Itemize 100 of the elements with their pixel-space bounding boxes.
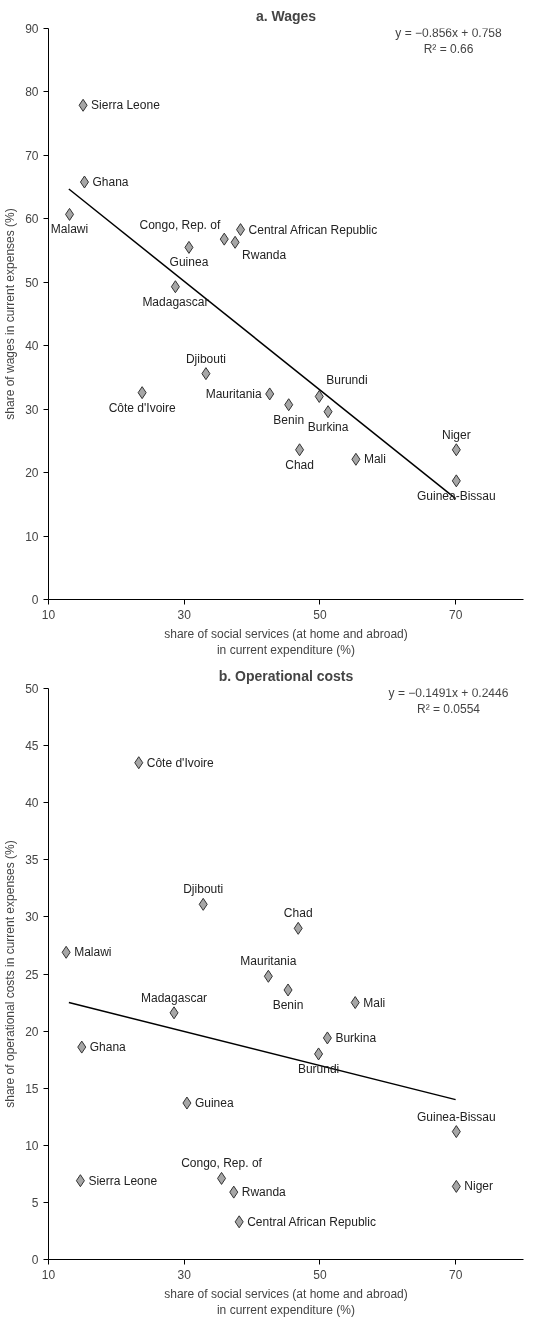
y-tick-label: 60 [25, 212, 39, 227]
annotation: R² = 0.0554 [416, 701, 481, 716]
y-tick-label: 30 [25, 402, 39, 417]
point [137, 386, 147, 400]
y-tick-label: 20 [25, 466, 39, 481]
point [283, 983, 293, 997]
y-tick-label: 40 [25, 339, 39, 354]
x-tick-label: 70 [448, 1267, 463, 1282]
annotation: Niger [464, 1179, 494, 1194]
annotation: Mauritania [240, 954, 297, 969]
annotation: Niger [441, 427, 471, 442]
x-axis-title: share of social services (at home and abroad) in current expenditure (%) [164, 1286, 408, 1318]
point [217, 1171, 227, 1185]
annotation: Guinea-Bissau [416, 488, 496, 503]
point [134, 756, 144, 770]
annotation: Côte d'Ivoire [108, 400, 176, 415]
annotation: R² = 0.66 [423, 41, 474, 56]
y-tick-label: 50 [25, 682, 39, 696]
annotation: Rwanda [241, 1185, 287, 1200]
x-tick-label: 70 [448, 607, 463, 622]
y-tick-label: 20 [25, 1024, 39, 1039]
point [79, 175, 89, 189]
point [451, 474, 461, 488]
y-tick-label: 45 [25, 739, 39, 754]
annotation: Central African Republic [248, 222, 378, 237]
annotation: Malawi [74, 945, 112, 960]
point [322, 1031, 332, 1045]
point [234, 1215, 244, 1229]
annotation: Sierra Leone [91, 98, 161, 113]
point [265, 387, 275, 401]
point [198, 897, 208, 911]
y-tick-label: 25 [25, 967, 39, 982]
annotation: Mauritania [205, 386, 263, 401]
point [263, 969, 273, 983]
annotation: Djibouti [185, 351, 226, 366]
y-tick-label: 40 [25, 796, 39, 811]
annotation: Chad [283, 906, 313, 921]
y-tick-label: 0 [31, 1253, 39, 1267]
point [451, 1179, 461, 1193]
annotation: Congo, Rep. of [139, 218, 221, 233]
y-tick-label: 10 [25, 529, 39, 544]
y-tick-label: 5 [31, 1195, 39, 1210]
annotation: Madagascar [142, 294, 209, 309]
point [75, 1174, 85, 1188]
point [451, 443, 461, 457]
annotation: Burkina [307, 419, 349, 434]
y-tick-label: 15 [25, 1081, 39, 1096]
annotation: Mali [363, 995, 386, 1010]
point [169, 1006, 179, 1020]
y-tick-label: 35 [25, 853, 39, 868]
x-tick-label: 50 [313, 607, 327, 622]
point [65, 207, 75, 221]
y-tick-label: 70 [25, 148, 39, 163]
point [184, 240, 194, 254]
y-axis-title: share of wages in current expenses (%) [3, 208, 18, 420]
y-axis-title: share of operational costs in current expenses (%) [3, 840, 18, 1108]
x-tick-label: 30 [177, 1267, 192, 1282]
annotation: Djibouti [183, 882, 224, 897]
point [236, 223, 246, 237]
annotation: Guinea [194, 1096, 234, 1111]
y-tick-label: 10 [25, 1138, 39, 1153]
annotation: Madagascar [141, 990, 208, 1005]
chart-title: b. Operational costs [218, 667, 354, 684]
annotation: Burundi [297, 1061, 340, 1076]
annotation: Sierra Leone [88, 1173, 158, 1188]
annotation: y = −0.1491x + 0.2446 [388, 685, 509, 700]
annotation: Burundi [326, 373, 368, 388]
x-tick-label: 50 [313, 1267, 327, 1282]
annotation: Guinea-Bissau [416, 1109, 496, 1124]
point [314, 1047, 324, 1061]
annotation: Benin [273, 412, 305, 427]
annotation: Central African Republic [247, 1214, 376, 1229]
point [182, 1096, 192, 1110]
annotation: Congo, Rep. of [181, 1156, 263, 1171]
point [284, 398, 294, 412]
annotation: Mali [363, 452, 386, 467]
point [78, 98, 88, 112]
y-tick-label: 0 [31, 593, 39, 607]
point [350, 996, 360, 1010]
point [219, 232, 229, 246]
point [229, 1185, 239, 1199]
annotation: Ghana [89, 1040, 127, 1055]
annotation: Ghana [92, 175, 129, 190]
point [170, 280, 180, 294]
point [61, 945, 71, 959]
point [77, 1040, 87, 1054]
annotation: Rwanda [242, 248, 287, 263]
chart-title: a. Wages [255, 7, 317, 24]
annotation: Burkina [335, 1030, 377, 1045]
annotation: y = −0.856x + 0.758 [395, 25, 503, 40]
annotation: Malawi [50, 222, 89, 237]
point [314, 389, 324, 403]
x-axis-title: share of social services (at home and abroad) in current expenditure (%) [164, 626, 408, 658]
y-tick-label: 30 [25, 910, 39, 925]
point [451, 1125, 461, 1139]
annotation: Chad [285, 457, 314, 472]
x-tick-label: 10 [41, 1267, 56, 1282]
point [293, 921, 303, 935]
x-tick-label: 10 [41, 607, 56, 622]
y-tick-label: 50 [25, 275, 39, 290]
